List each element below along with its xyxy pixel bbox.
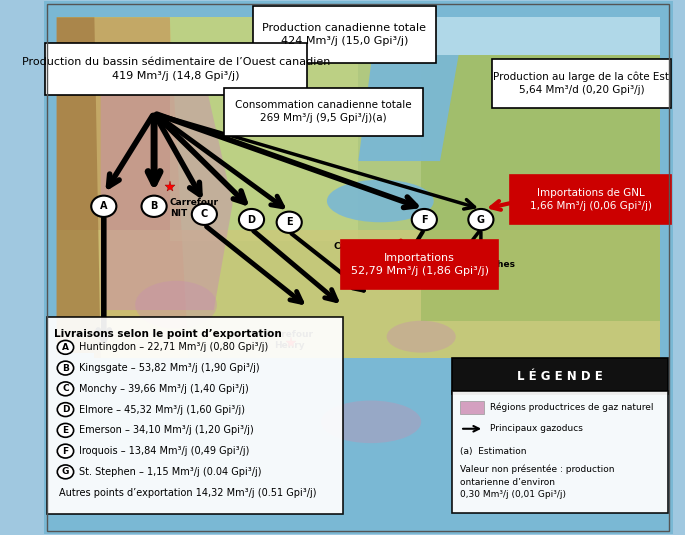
- Text: Principaux gazoducs: Principaux gazoducs: [490, 424, 582, 433]
- Polygon shape: [358, 17, 465, 161]
- FancyBboxPatch shape: [510, 175, 671, 224]
- Text: Carrefour
Dawn: Carrefour Dawn: [334, 242, 383, 262]
- Polygon shape: [57, 17, 101, 358]
- Circle shape: [58, 423, 73, 437]
- Text: B: B: [151, 201, 158, 211]
- Polygon shape: [421, 17, 660, 320]
- Text: Iroquois – 13,84 Mm³/j (0,49 Gpi³/j): Iroquois – 13,84 Mm³/j (0,49 Gpi³/j): [79, 446, 249, 456]
- Text: Monchy – 39,66 Mm³/j (1,40 Gpi³/j): Monchy – 39,66 Mm³/j (1,40 Gpi³/j): [79, 384, 249, 394]
- Text: Kingsgate – 53,82 Mm³/j (1,90 Gpi³/j): Kingsgate – 53,82 Mm³/j (1,90 Gpi³/j): [79, 363, 260, 373]
- Text: D: D: [247, 215, 256, 225]
- Text: Livraisons selon le point d’exportation: Livraisons selon le point d’exportation: [53, 329, 282, 339]
- Text: E: E: [286, 217, 292, 227]
- Text: (a)  Estimation: (a) Estimation: [460, 447, 527, 456]
- FancyBboxPatch shape: [253, 6, 436, 63]
- Circle shape: [58, 444, 73, 458]
- Text: Importations de GNL
1,66 Mm³/j (0,06 Gpi³/j): Importations de GNL 1,66 Mm³/j (0,06 Gpi…: [530, 188, 652, 211]
- Text: Emerson – 34,10 Mm³/j (1,20 Gpi³/j): Emerson – 34,10 Mm³/j (1,20 Gpi³/j): [79, 425, 254, 435]
- Circle shape: [142, 196, 166, 217]
- Polygon shape: [170, 17, 358, 241]
- Circle shape: [469, 209, 493, 230]
- Bar: [402, 17, 660, 55]
- Ellipse shape: [327, 180, 434, 222]
- Circle shape: [192, 204, 217, 225]
- Text: F: F: [421, 215, 427, 225]
- Circle shape: [58, 340, 73, 354]
- FancyBboxPatch shape: [452, 358, 668, 394]
- Text: E: E: [62, 426, 68, 435]
- Circle shape: [412, 209, 437, 230]
- Text: Elmore – 45,32 Mm³/j (1,60 Gpi³/j): Elmore – 45,32 Mm³/j (1,60 Gpi³/j): [79, 404, 245, 415]
- FancyBboxPatch shape: [452, 391, 668, 513]
- Text: A: A: [100, 201, 108, 211]
- Text: G: G: [477, 215, 485, 225]
- Text: Bassin des Appalaches: Bassin des Appalaches: [399, 259, 515, 269]
- Ellipse shape: [386, 320, 456, 353]
- FancyBboxPatch shape: [340, 240, 499, 289]
- Bar: [220, 395, 660, 528]
- Text: A: A: [62, 343, 69, 352]
- Text: Carrefour
NIT: Carrefour NIT: [170, 198, 219, 218]
- Text: C: C: [201, 209, 208, 219]
- Text: Valeur non présentée : production
ontarienne d’environ
0,30 Mm³/j (0,01 Gpi³/j): Valeur non présentée : production ontari…: [460, 465, 614, 499]
- Text: Production du bassin sédimentaire de l’Ouest canadien
419 Mm³/j (14,8 Gpi³/j): Production du bassin sédimentaire de l’O…: [22, 57, 330, 81]
- Circle shape: [91, 196, 116, 217]
- Polygon shape: [101, 92, 233, 310]
- Text: D: D: [62, 405, 69, 414]
- Circle shape: [239, 209, 264, 230]
- Circle shape: [277, 212, 302, 233]
- Polygon shape: [57, 230, 660, 358]
- Bar: [57, 353, 95, 528]
- FancyBboxPatch shape: [47, 317, 342, 514]
- Text: Régions productrices de gaz naturel: Régions productrices de gaz naturel: [490, 403, 653, 412]
- FancyBboxPatch shape: [492, 59, 671, 108]
- Text: Consommation canadienne totale
269 Mm³/j (9,5 Gpi³/j)(a): Consommation canadienne totale 269 Mm³/j…: [236, 100, 412, 124]
- Circle shape: [58, 382, 73, 396]
- FancyBboxPatch shape: [57, 17, 660, 358]
- Text: Production au large de la côte Est
5,64 Mm³/d (0,20 Gpi³/j): Production au large de la côte Est 5,64 …: [493, 72, 669, 95]
- Ellipse shape: [321, 401, 421, 443]
- Text: F: F: [62, 447, 68, 456]
- Circle shape: [58, 361, 73, 375]
- Text: Carrefour
Henry: Carrefour Henry: [264, 330, 314, 350]
- FancyBboxPatch shape: [225, 88, 423, 136]
- FancyBboxPatch shape: [460, 401, 484, 415]
- Text: B: B: [62, 364, 69, 372]
- Text: St. Stephen – 1,15 Mm³/j (0.04 Gpi³/j): St. Stephen – 1,15 Mm³/j (0.04 Gpi³/j): [79, 467, 262, 477]
- Text: L É G E N D E: L É G E N D E: [517, 370, 603, 383]
- FancyBboxPatch shape: [45, 43, 307, 95]
- Circle shape: [58, 465, 73, 479]
- Circle shape: [58, 403, 73, 417]
- Text: Importations
52,79 Mm³/j (1,86 Gpi³/j): Importations 52,79 Mm³/j (1,86 Gpi³/j): [351, 253, 488, 276]
- Polygon shape: [57, 17, 188, 358]
- Text: Autres points d’exportation 14,32 Mm³/j (0.51 Gpi³/j): Autres points d’exportation 14,32 Mm³/j …: [58, 487, 316, 498]
- Text: Production canadienne totale
424 Mm³/j (15,0 Gpi³/j): Production canadienne totale 424 Mm³/j (…: [262, 23, 426, 46]
- Ellipse shape: [135, 281, 217, 328]
- Text: Huntingdon – 22,71 Mm³/j (0,80 Gpi³/j): Huntingdon – 22,71 Mm³/j (0,80 Gpi³/j): [79, 342, 269, 353]
- Text: C: C: [62, 384, 68, 393]
- Text: G: G: [62, 468, 69, 476]
